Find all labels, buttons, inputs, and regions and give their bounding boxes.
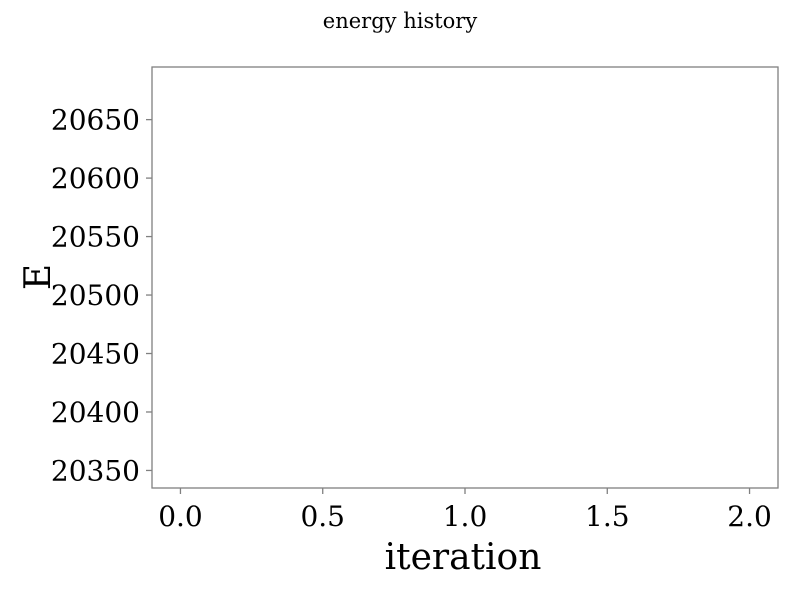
y-tick-label: 20650 xyxy=(51,104,140,137)
x-axis-label: iteration xyxy=(385,537,542,578)
chart-title: energy history xyxy=(323,9,478,33)
x-tick-label: 1.5 xyxy=(585,500,630,533)
x-tick-label: 1.0 xyxy=(443,500,488,533)
y-tick-label: 20400 xyxy=(51,396,140,429)
y-tick-label: 20500 xyxy=(51,279,140,312)
x-tick-label: 2.0 xyxy=(727,500,772,533)
y-tick-label: 20350 xyxy=(51,454,140,487)
x-axis: 0.0 0.5 1.0 1.5 2.0 xyxy=(158,488,772,533)
x-tick-label: 0.5 xyxy=(300,500,345,533)
y-tick-label: 20550 xyxy=(51,221,140,254)
x-tick-label: 0.0 xyxy=(158,500,203,533)
plot-area-frame xyxy=(151,66,779,489)
y-axis-label: E xyxy=(18,264,59,290)
y-axis: 20350 20400 20450 20500 20550 20600 20650 xyxy=(51,104,152,487)
y-tick-label: 20450 xyxy=(51,338,140,371)
y-tick-label: 20600 xyxy=(51,162,140,195)
